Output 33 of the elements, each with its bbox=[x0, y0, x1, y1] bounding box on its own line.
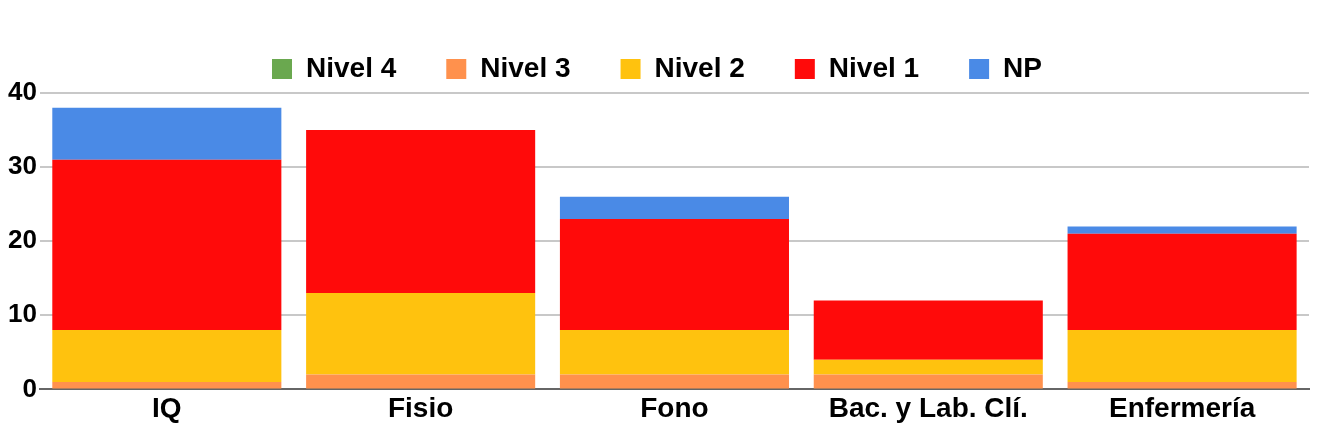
bar bbox=[1067, 233, 1297, 331]
legend-label: NP bbox=[1003, 51, 1043, 83]
bar bbox=[559, 330, 789, 375]
y-tick-label: 30 bbox=[8, 150, 37, 181]
y-tick-label: 20 bbox=[8, 224, 37, 255]
bar bbox=[52, 107, 282, 160]
bar bbox=[1067, 381, 1297, 389]
bar bbox=[559, 196, 789, 219]
bar bbox=[813, 374, 1043, 389]
bar bbox=[559, 374, 789, 389]
bar bbox=[306, 293, 536, 375]
bar bbox=[559, 218, 789, 331]
bar bbox=[52, 159, 282, 331]
y-tick-label: 10 bbox=[8, 298, 37, 329]
legend-label: Nivel 1 bbox=[828, 51, 920, 83]
bar bbox=[306, 130, 536, 294]
x-tick-label: Enfermería bbox=[1108, 391, 1256, 423]
bar bbox=[306, 374, 536, 389]
legend-label: Nivel 2 bbox=[654, 51, 745, 83]
bar bbox=[813, 359, 1043, 375]
x-tick-label: IQ bbox=[152, 391, 182, 423]
bar bbox=[813, 300, 1043, 360]
bar bbox=[52, 381, 282, 389]
y-tick-label: 40 bbox=[8, 76, 37, 107]
legend-label: Nivel 3 bbox=[480, 51, 571, 83]
legend-label: Nivel 4 bbox=[306, 51, 397, 83]
x-tick-label: Bac. y Lab. Clí. bbox=[828, 391, 1028, 423]
bar bbox=[1067, 330, 1297, 382]
y-tick-label: 0 bbox=[22, 372, 37, 403]
x-tick-label: Fono bbox=[640, 391, 709, 423]
bar bbox=[1067, 226, 1297, 234]
bar bbox=[52, 330, 282, 382]
x-tick-label: Fisio bbox=[387, 391, 454, 423]
